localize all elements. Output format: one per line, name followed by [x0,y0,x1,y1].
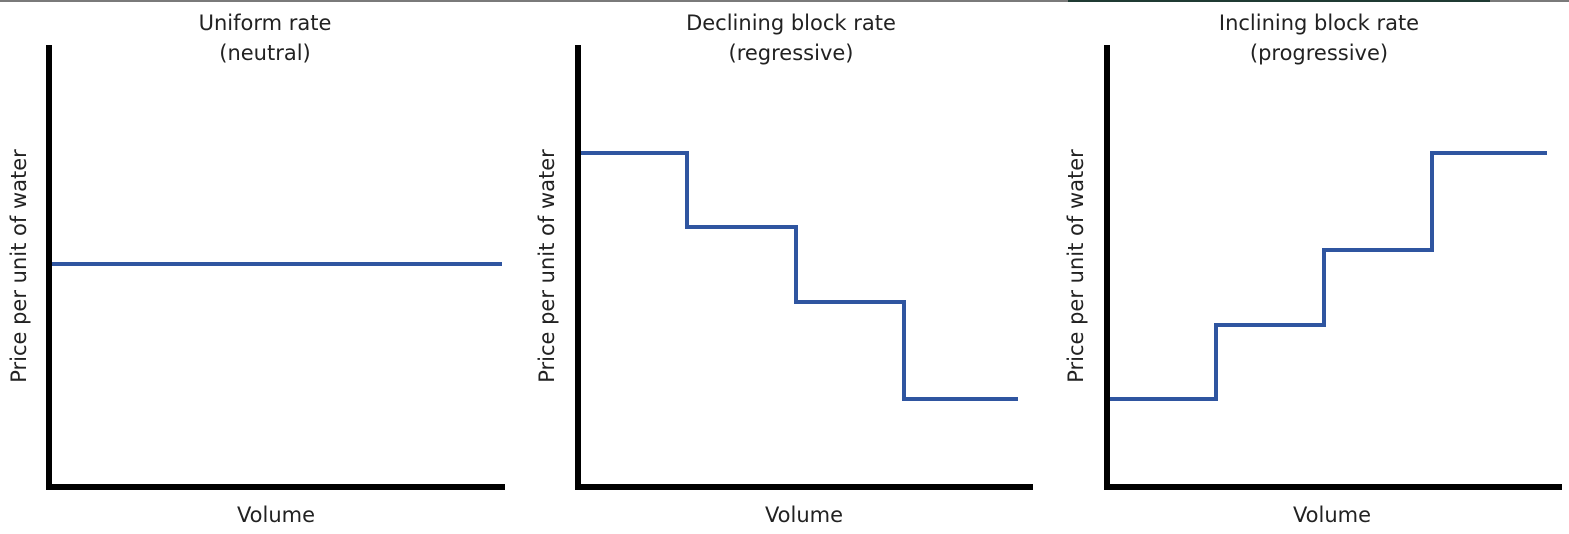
chart-title-line1: Uniform rate [198,11,332,35]
x-axis-label: Volume [764,503,844,527]
chart-title: Inclining block rate (progressive) [1169,8,1469,68]
top-border [0,0,1569,2]
chart-title: Uniform rate (neutral) [165,8,365,68]
chart-title-line1: Inclining block rate [1218,11,1420,35]
chart-title-line1: Declining block rate [686,11,896,35]
chart-title-line2: (progressive) [1249,41,1389,65]
chart-title-line2: (regressive) [728,41,854,65]
axes [1104,45,1562,490]
price-line [1110,151,1547,401]
axes [575,45,1033,490]
chart-title: Declining block rate (regressive) [641,8,941,68]
top-border-dark-segment [1068,0,1490,2]
chart-title-line2: (neutral) [219,41,311,65]
y-axis [46,45,505,490]
x-axis-label: Volume [236,503,316,527]
x-axis-label: Volume [1292,503,1372,527]
price-line [581,151,1018,401]
